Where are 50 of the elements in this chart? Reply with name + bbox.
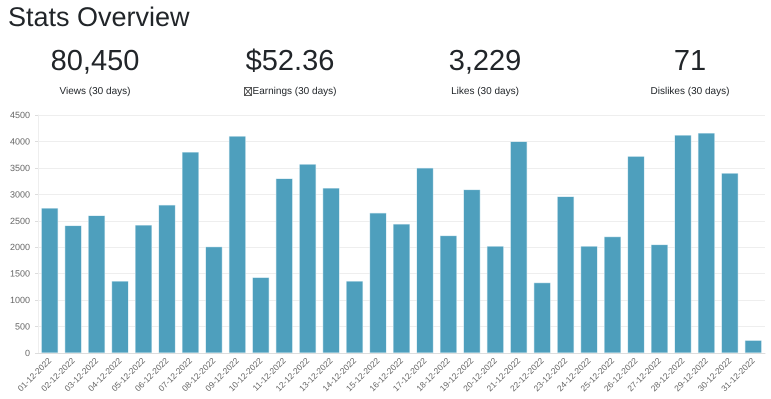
y-tick-label: 3500: [10, 162, 30, 173]
bar: [416, 168, 434, 353]
bar: [299, 164, 316, 353]
bar: [88, 215, 106, 353]
text: 71: [672, 44, 708, 78]
bar: [721, 173, 738, 353]
text: Views (30 days): [60, 86, 130, 97]
bar: [112, 281, 129, 353]
bar: [628, 156, 644, 353]
bar: [744, 340, 762, 353]
bar: [276, 178, 293, 353]
bar: [182, 152, 199, 353]
bar: [41, 208, 58, 353]
text: 80,450: [50, 44, 140, 78]
bar: [510, 141, 528, 353]
y-tick-label: 1000: [10, 295, 30, 306]
bar: [228, 136, 246, 353]
y-tick-label: 1500: [10, 268, 30, 279]
bar: [486, 246, 504, 353]
text: Dislikes (30 days): [650, 86, 730, 97]
text: $52.36: [244, 44, 336, 78]
bar: [698, 132, 715, 353]
bar: [534, 282, 551, 353]
bar: [158, 204, 176, 353]
bar: [135, 225, 152, 353]
bar: [651, 244, 668, 353]
text: Earnings (30 days): [252, 86, 336, 97]
bar: [252, 277, 270, 353]
bar: [64, 226, 82, 353]
bar: [322, 188, 340, 353]
bar: [370, 212, 386, 353]
bar: [580, 246, 598, 353]
bar: [674, 135, 692, 353]
bar: [463, 190, 480, 353]
y-tick-label: 2000: [10, 242, 30, 252]
text: Likes (30 days): [451, 86, 519, 97]
bar: [346, 281, 364, 353]
y-tick-label: 2500: [10, 216, 30, 226]
bar: [557, 196, 574, 353]
bar: [205, 246, 222, 353]
y-tick-label: 0: [24, 348, 30, 358]
bar: [440, 236, 457, 353]
bar: [604, 236, 622, 353]
y-tick-label: 3000: [10, 189, 30, 200]
y-tick-label: 4000: [10, 136, 30, 146]
text: 3,229: [448, 44, 522, 78]
chart-title: Stats Overview: [8, 2, 190, 33]
y-tick-label: 500: [14, 322, 30, 332]
y-tick-label: 4500: [10, 110, 30, 120]
bar: [393, 224, 410, 353]
